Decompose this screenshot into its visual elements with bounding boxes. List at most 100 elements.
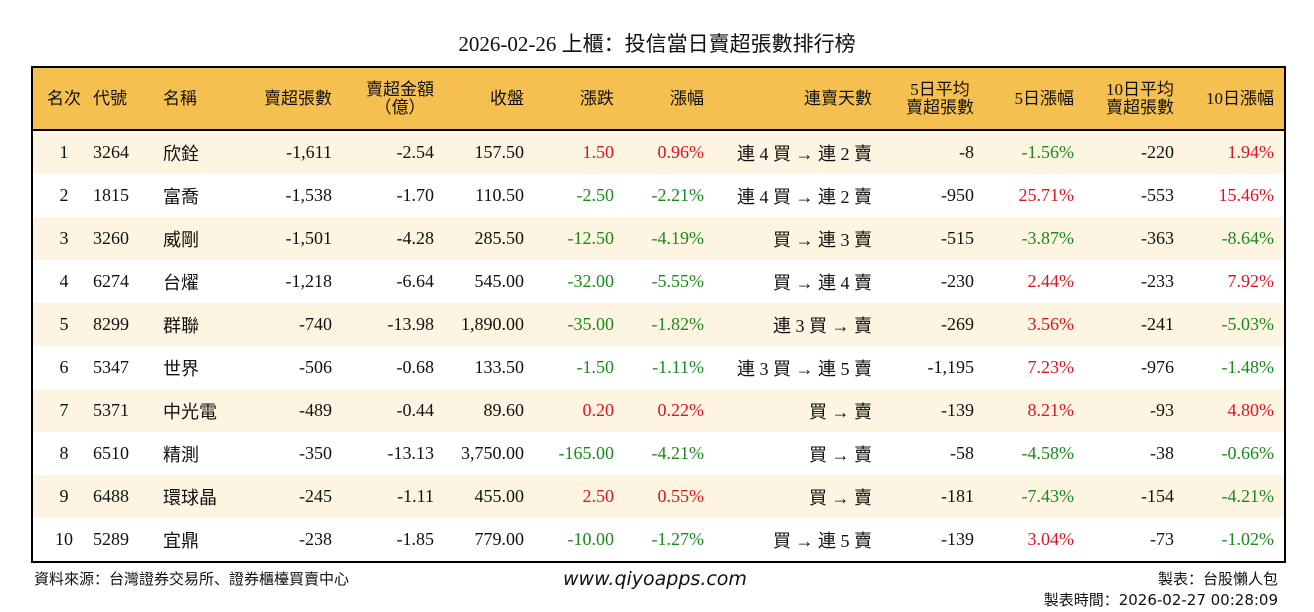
- cell-pct10: -4.21%: [1221, 486, 1275, 506]
- cell-name: 群聯: [163, 315, 199, 336]
- cell-avg5-lots: -181: [941, 486, 974, 506]
- cell-code: 6510: [93, 443, 129, 463]
- table-row[interactable]: 6 5347 世界 -506 -0.68 133.50 -1.50 -1.11% 連 3 買 →…: [33, 346, 1284, 389]
- header-rank: 名次: [47, 88, 81, 108]
- cell-net-sell-amount: -1.70: [396, 185, 435, 205]
- cell-pct10: -8.64%: [1221, 228, 1275, 248]
- header-avg5-lots: 5日平均 賣超張數: [906, 79, 974, 117]
- header-streak: 連賣天數: [804, 88, 872, 108]
- cell-name: 世界: [163, 358, 199, 379]
- cell-code: 1815: [93, 185, 129, 205]
- cell-change: 1.50: [582, 142, 615, 162]
- cell-close: 157.50: [474, 142, 525, 162]
- cell-pct5: 7.23%: [1027, 357, 1075, 377]
- cell-rank: 7: [59, 400, 69, 420]
- cell-change-pct: 0.55%: [657, 486, 705, 506]
- cell-change: 0.20: [582, 400, 615, 420]
- cell-avg10-lots: -73: [1150, 529, 1174, 549]
- cell-rank: 9: [59, 486, 69, 506]
- cell-avg10-lots: -363: [1141, 228, 1174, 248]
- cell-rank: 6: [59, 357, 69, 377]
- cell-avg10-lots: -241: [1141, 314, 1174, 334]
- cell-close: 1,890.00: [461, 314, 524, 334]
- cell-code: 3260: [93, 228, 129, 248]
- cell-name: 精測: [163, 444, 199, 465]
- cell-change-pct: -5.55%: [651, 271, 705, 291]
- cell-net-sell-lots: -489: [299, 400, 332, 420]
- header-code: 代號: [93, 88, 127, 108]
- cell-net-sell-amount: -13.98: [387, 314, 435, 334]
- table-row[interactable]: 2 1815 富喬 -1,538 -1.70 110.50 -2.50 -2.21% 連 4 買…: [33, 174, 1284, 217]
- page-title: 2026-02-26 上櫃：投信當日賣超張數排行榜: [458, 32, 856, 56]
- cell-rank: 1: [59, 142, 69, 162]
- table-row[interactable]: 10 5289 宜鼎 -238 -1.85 779.00 -10.00 -1.27% 買 → 連…: [33, 518, 1284, 561]
- cell-pct10: 1.94%: [1227, 142, 1275, 162]
- cell-net-sell-amount: -4.28: [396, 228, 435, 248]
- cell-change-pct: -1.27%: [651, 529, 705, 549]
- table-row[interactable]: 7 5371 中光電 -489 -0.44 89.60 0.20 0.22% 買 → 賣 -139…: [33, 389, 1284, 432]
- cell-code: 5289: [93, 529, 129, 549]
- cell-change: -10.00: [567, 529, 615, 549]
- cell-pct10: -1.02%: [1221, 529, 1275, 549]
- table-row[interactable]: 5 8299 群聯 -740 -13.98 1,890.00 -35.00 -1.82% 連 3…: [33, 303, 1284, 346]
- cell-close: 285.50: [474, 228, 525, 248]
- cell-close: 133.50: [474, 357, 525, 377]
- cell-pct5: -3.87%: [1021, 228, 1075, 248]
- header-change: 漲跌: [580, 88, 614, 108]
- cell-avg10-lots: -93: [1150, 400, 1174, 420]
- cell-change: -32.00: [567, 271, 615, 291]
- cell-change: -165.00: [558, 443, 615, 463]
- cell-avg5-lots: -58: [950, 443, 974, 463]
- cell-net-sell-amount: -1.85: [396, 529, 435, 549]
- table-row[interactable]: 4 6274 台燿 -1,218 -6.64 545.00 -32.00 -5.55% 買 → …: [33, 260, 1284, 303]
- cell-name: 威剛: [163, 229, 199, 250]
- data-source: 資料來源：台灣證券交易所、證券櫃檯買賣中心: [34, 570, 350, 588]
- cell-change: -2.50: [576, 185, 615, 205]
- table-row[interactable]: 1 3264 欣銓 -1,611 -2.54 157.50 1.50 0.96% 連 4 買 →…: [33, 131, 1284, 174]
- table-row[interactable]: 8 6510 精測 -350 -13.13 3,750.00 -165.00 -4.21% 買 …: [33, 432, 1284, 475]
- cell-avg5-lots: -230: [941, 271, 974, 291]
- cell-change-pct: -1.82%: [651, 314, 705, 334]
- cell-pct10: -1.48%: [1221, 357, 1275, 377]
- cell-net-sell-lots: -350: [299, 443, 332, 463]
- cell-pct5: 3.56%: [1027, 314, 1075, 334]
- cell-name: 宜鼎: [163, 530, 199, 551]
- cell-net-sell-lots: -740: [299, 314, 332, 334]
- cell-pct5: 8.21%: [1027, 400, 1075, 420]
- cell-pct5: 2.44%: [1027, 271, 1075, 291]
- cell-name: 環球晶: [163, 487, 217, 508]
- header-pct5: 5日漲幅: [1014, 88, 1075, 108]
- maker: 製表：台股懶人包: [1157, 570, 1278, 588]
- cell-avg5-lots: -8: [959, 142, 974, 162]
- cell-pct5: 25.71%: [1018, 185, 1075, 205]
- table-row[interactable]: 9 6488 環球晶 -245 -1.11 455.00 2.50 0.55% 買 → 賣 -18…: [33, 475, 1284, 518]
- header-name: 名稱: [163, 88, 197, 108]
- cell-rank: 5: [59, 314, 69, 334]
- header-close: 收盤: [490, 88, 524, 108]
- cell-code: 5371: [93, 400, 129, 420]
- cell-close: 455.00: [474, 486, 525, 506]
- cell-rank: 10: [55, 529, 73, 549]
- cell-code: 3264: [93, 142, 129, 162]
- cell-pct5: 3.04%: [1027, 529, 1075, 549]
- cell-streak: 買 → 賣: [809, 444, 872, 465]
- cell-avg5-lots: -950: [941, 185, 974, 205]
- table-row[interactable]: 3 3260 威剛 -1,501 -4.28 285.50 -12.50 -4.19% 買 → …: [33, 217, 1284, 260]
- cell-change-pct: -1.11%: [652, 357, 704, 377]
- cell-streak: 買 → 連 5 賣: [773, 530, 872, 551]
- cell-change: 2.50: [582, 486, 615, 506]
- cell-avg5-lots: -515: [941, 228, 974, 248]
- website-link[interactable]: www.qiyoapps.com: [563, 568, 747, 590]
- cell-net-sell-amount: -0.44: [396, 400, 435, 420]
- cell-change-pct: -2.21%: [651, 185, 705, 205]
- cell-close: 3,750.00: [461, 443, 524, 463]
- cell-close: 779.00: [474, 529, 525, 549]
- header-net-sell-amount: 賣超金額 （億）: [366, 79, 434, 117]
- cell-change: -1.50: [576, 357, 615, 377]
- cell-net-sell-lots: -1,501: [285, 228, 333, 248]
- header-net-sell-lots: 賣超張數: [264, 88, 332, 108]
- cell-pct10: -0.66%: [1221, 443, 1275, 463]
- cell-change-pct: -4.21%: [651, 443, 705, 463]
- header-pct10: 10日漲幅: [1206, 88, 1274, 108]
- cell-avg5-lots: -139: [941, 529, 974, 549]
